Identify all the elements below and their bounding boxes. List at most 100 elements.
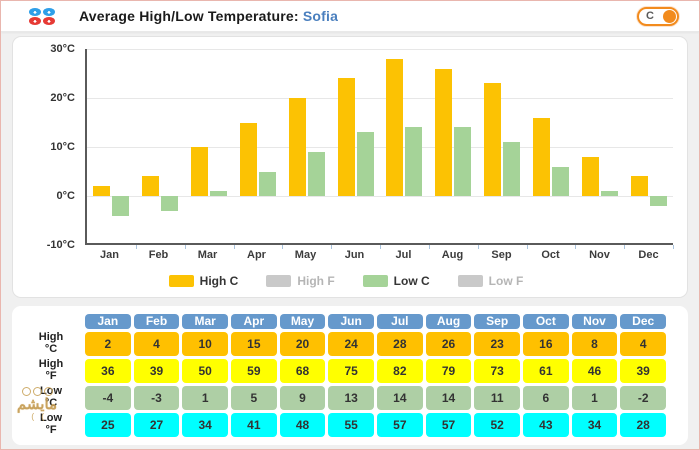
legend-label: High C bbox=[199, 274, 239, 288]
table-cell: -2 bbox=[620, 385, 666, 410]
table-cell: 26 bbox=[425, 331, 472, 356]
table-cell: 50 bbox=[182, 358, 228, 383]
chart-legend: High C High F Low C Low F bbox=[19, 274, 673, 288]
y-axis-tick-label: 10°C bbox=[50, 141, 75, 153]
bar-low-c-jun bbox=[356, 132, 374, 196]
bar-high-c-jun bbox=[337, 78, 355, 196]
table-cell: 14 bbox=[377, 385, 423, 410]
bar-high-c-feb bbox=[142, 176, 160, 196]
bar-group-nov bbox=[575, 49, 624, 243]
x-axis-tick-icon bbox=[428, 245, 430, 249]
bar-low-c-aug bbox=[454, 127, 472, 196]
x-axis-tick-icon bbox=[135, 245, 137, 249]
legend-item-high-c[interactable]: High C bbox=[168, 274, 239, 288]
table-row-label-low-degc: Low °C bbox=[40, 385, 62, 409]
temperature-table: Jan Feb Mar Apr May Jun Jul Aug Sep Oct Nov Dec High… bbox=[20, 314, 666, 437]
table-row-label-low-degf: Low °F bbox=[40, 412, 62, 436]
table-corner-cell bbox=[20, 314, 82, 329]
table-cell: 10 bbox=[182, 331, 228, 356]
x-axis-tick-icon bbox=[673, 245, 674, 249]
x-axis-tick-icon bbox=[331, 245, 333, 249]
legend-swatch-icon bbox=[266, 275, 292, 287]
gridline bbox=[87, 49, 673, 50]
bar-group-apr bbox=[233, 49, 282, 243]
bar-low-c-jan bbox=[112, 196, 130, 216]
bar-low-c-dec bbox=[649, 196, 667, 206]
legend-label: Low F bbox=[488, 274, 524, 288]
table-header-sep: Sep bbox=[474, 314, 520, 329]
table-cell: 20 bbox=[279, 331, 326, 356]
bar-group-dec bbox=[624, 49, 673, 243]
table-cell: 41 bbox=[231, 412, 277, 437]
bar-low-c-may bbox=[307, 151, 325, 196]
y-axis-tick-label: 30°C bbox=[50, 43, 75, 55]
legend-swatch-icon bbox=[362, 275, 388, 287]
x-axis-tick-icon bbox=[526, 245, 528, 249]
table-cell: 16 bbox=[523, 331, 569, 356]
table-cell: 75 bbox=[328, 358, 374, 383]
bar-group-sep bbox=[478, 49, 527, 243]
table-cell: 11 bbox=[474, 385, 520, 410]
table-cell: 14 bbox=[425, 385, 472, 410]
table-header-dec: Dec bbox=[620, 314, 666, 329]
y-axis-tick-label: 20°C bbox=[50, 92, 75, 104]
bar-group-jul bbox=[380, 49, 429, 243]
header: Average High/Low Temperature: Sofia C bbox=[1, 1, 699, 32]
bar-high-c-apr bbox=[239, 122, 257, 196]
bar-group-mar bbox=[185, 49, 234, 243]
table-cell: 68 bbox=[279, 358, 326, 383]
x-axis-label-dec: Dec bbox=[638, 249, 659, 261]
table-cell: 9 bbox=[279, 385, 326, 410]
table-cell: 34 bbox=[182, 412, 228, 437]
x-axis-tick-icon bbox=[282, 245, 284, 249]
gridline bbox=[87, 147, 673, 148]
bar-low-c-apr bbox=[258, 171, 276, 196]
x-axis-label-aug: Aug bbox=[441, 249, 464, 261]
table-cell: 28 bbox=[620, 412, 666, 437]
city-link[interactable]: Sofia bbox=[302, 8, 339, 24]
bar-high-c-may bbox=[288, 98, 306, 196]
table-cell: 82 bbox=[377, 358, 423, 383]
temperature-chart-card: 30°C 20°C 10°C 0°C -10°C Jan Feb Mar Apr May Jun J… bbox=[12, 36, 688, 298]
table-cell: 36 bbox=[85, 358, 131, 383]
table-cell: 8 bbox=[571, 331, 618, 356]
gridline bbox=[87, 98, 673, 99]
y-axis-tick-label: 0°C bbox=[56, 190, 75, 202]
page-title: Average High/Low Temperature: Sofia bbox=[79, 8, 338, 24]
legend-label: High F bbox=[297, 274, 335, 288]
table-cell: 1 bbox=[571, 385, 618, 410]
bar-low-c-jul bbox=[405, 127, 423, 196]
legend-item-low-c[interactable]: Low C bbox=[362, 274, 430, 288]
legend-item-high-f[interactable]: High F bbox=[266, 274, 335, 288]
x-axis-label-jul: Jul bbox=[395, 249, 412, 261]
x-axis-label-oct: Oct bbox=[541, 249, 560, 261]
table-cell: 46 bbox=[571, 358, 618, 383]
table-cell: 52 bbox=[474, 412, 520, 437]
bar-low-c-feb bbox=[161, 196, 179, 211]
table-cell: 23 bbox=[474, 331, 520, 356]
bar-group-aug bbox=[429, 49, 478, 243]
table-cell: 73 bbox=[474, 358, 520, 383]
table-cell: 27 bbox=[133, 412, 180, 437]
unit-toggle[interactable]: C bbox=[637, 6, 679, 26]
bar-high-c-oct bbox=[532, 117, 550, 196]
bar-high-c-jul bbox=[386, 58, 404, 196]
table-cell: -4 bbox=[85, 385, 131, 410]
table-cell: 55 bbox=[328, 412, 374, 437]
unit-toggle-knob-icon bbox=[663, 9, 676, 23]
table-cell: 57 bbox=[377, 412, 423, 437]
table-cell: -3 bbox=[133, 385, 180, 410]
x-axis-label-jun: Jun bbox=[344, 249, 365, 261]
table-header-jan: Jan bbox=[85, 314, 131, 329]
table-cell: 34 bbox=[571, 412, 618, 437]
table-cell: 4 bbox=[620, 331, 666, 356]
gridline bbox=[87, 196, 673, 197]
bar-low-c-mar bbox=[210, 191, 228, 196]
x-axis-label-mar: Mar bbox=[197, 249, 218, 261]
legend-item-low-f[interactable]: Low F bbox=[457, 274, 524, 288]
table-row-label-high-degc: High °C bbox=[38, 331, 64, 355]
table-cell: 1 bbox=[182, 385, 228, 410]
x-axis-tick-icon bbox=[184, 245, 186, 249]
x-axis-tick-icon bbox=[477, 245, 479, 249]
